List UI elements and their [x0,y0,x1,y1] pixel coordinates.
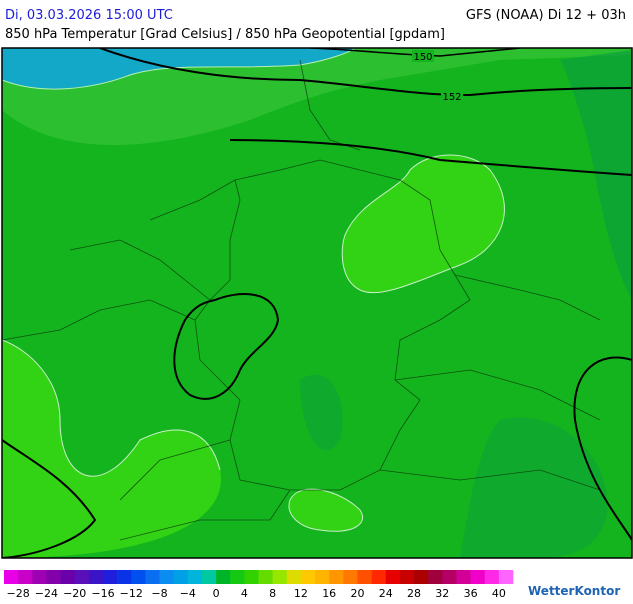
legend-label: 16 [322,587,336,600]
legend-label: −24 [35,587,58,600]
warm-area-sw [2,340,221,558]
legend-swatch [329,570,344,584]
legend-swatch [117,570,132,584]
legend-swatch [258,570,273,584]
borders [2,59,601,541]
legend-swatch [315,570,330,584]
legend-label: 40 [492,587,506,600]
legend-swatch [371,570,387,584]
geopotential-contour [229,139,632,176]
legend-swatch [145,570,160,584]
warm-area-east [341,154,505,294]
legend-swatch [131,570,146,584]
cool-area [560,50,632,300]
legend-swatch [216,570,231,584]
warm-area [2,48,632,145]
legend-label: −8 [151,587,167,600]
map: 150 152 [1,47,633,559]
legend-swatch [484,570,500,584]
legend-label: −16 [91,587,114,600]
legend-label: 32 [435,587,449,600]
legend-label: 0 [213,587,220,600]
contour-label: 152 [442,92,461,103]
legend-label: 4 [241,587,248,600]
header-date: Di, 03.03.2026 15:00 UTC [5,8,173,23]
legend-label: −20 [63,587,86,600]
legend-swatch [272,570,288,584]
legend-swatch [230,570,245,584]
cold-sea-area [2,48,355,90]
legend-swatch [60,570,75,584]
geopotential-contour [309,48,521,57]
legend-swatch [201,570,217,584]
legend-swatch [414,570,429,584]
geopotential-contour [2,439,97,558]
brand: WetterKontor [528,584,620,598]
geopotential-contour [573,356,632,541]
legend-swatch [88,570,104,584]
legend-swatch [286,570,302,584]
legend-swatch [442,570,457,584]
legend-swatch [399,570,415,584]
legend-label: −28 [7,587,30,600]
cool-area-se [460,417,608,558]
legend-swatch [300,570,316,584]
map-frame [1,47,633,559]
legend-swatch [187,570,203,584]
legend-swatch [46,570,61,584]
warm-area-alps [288,488,363,532]
legend-swatch [428,570,443,584]
legend-swatch [357,570,372,584]
legend-label: 28 [407,587,421,600]
legend-swatch [32,570,47,584]
legend-swatch [470,570,486,584]
legend-swatch [173,570,189,584]
label-bg [412,50,434,62]
legend-swatch [18,570,33,584]
header-model: GFS (NOAA) Di 12 + 03h [466,8,626,23]
legend-swatch [74,570,90,584]
legend-swatch [456,570,471,584]
legend-label: 24 [379,587,393,600]
label-bg [441,90,463,102]
legend-swatch [498,570,514,584]
legend-label: 8 [269,587,276,600]
legend-label: −12 [120,587,143,600]
legend-swatch [159,570,174,584]
contour-label: 150 [413,52,432,63]
color-legend: −28 −24 −20 −16 −12 −8 −4 0 4 8 12 16 20 24 28 32 36 40 [4,570,514,600]
legend-swatch [385,570,401,584]
geopotential-contour [99,48,632,97]
legend-swatch [343,570,358,584]
legend-swatch [102,570,118,584]
legend-label: 20 [350,587,364,600]
cool-area-center [300,374,343,451]
legend-swatch [244,570,259,584]
legend-swatch [4,570,19,584]
legend-label: −4 [180,587,196,600]
legend-label: 12 [294,587,308,600]
header-subtitle: 850 hPa Temperatur [Grad Celsius] / 850 … [5,27,445,42]
isotherm [2,48,356,90]
geopotential-contour [173,293,280,400]
isotherm [2,339,221,477]
legend-label: 36 [464,587,478,600]
